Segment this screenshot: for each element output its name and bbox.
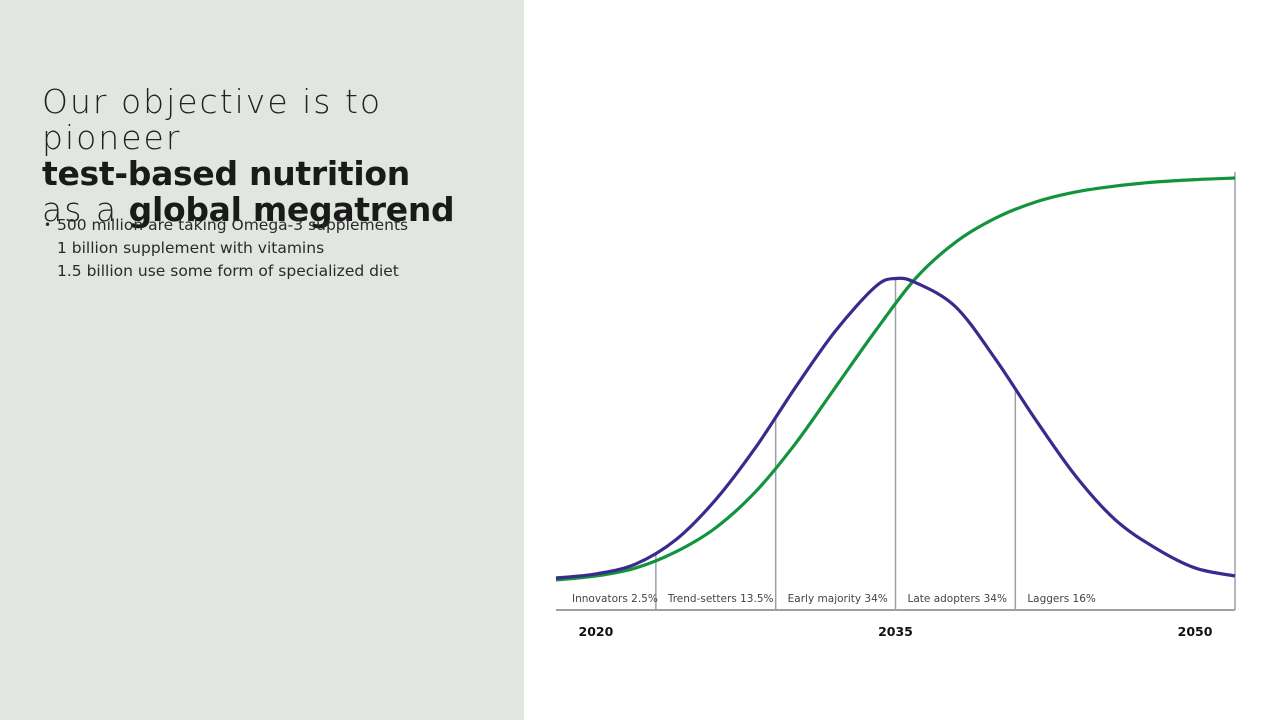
bullet-marker: • [44, 218, 52, 232]
headline-line-2: test-based nutrition [42, 154, 410, 193]
segment-label: Innovators 2.5% [572, 593, 658, 605]
left-panel: Our objective is to pioneer test-based n… [0, 0, 524, 720]
bullet-line-2: 1 billion supplement with vitamins [57, 239, 325, 257]
x-tick-label: 2035 [878, 624, 913, 639]
bullet-list: • 500 million are taking Omega-3 supplem… [44, 214, 504, 283]
x-tick-label: 2020 [579, 624, 614, 639]
segment-label: Laggers 16% [1027, 593, 1096, 605]
bullet-line-3: 1.5 billion use some form of specialized… [57, 262, 399, 280]
segment-label: Trend-setters 13.5% [667, 593, 774, 605]
headline-line-1: Our objective is to pioneer [42, 82, 383, 157]
adoption-chart: Innovators 2.5% Trend-setters 13.5% Early … [555, 172, 1236, 639]
bullet-line-1: 500 million are taking Omega-3 supplemen… [57, 216, 409, 234]
headline-line-3-prefix: as a [42, 190, 119, 229]
segment-label: Early majority 34% [788, 593, 888, 605]
segment-label: Late adopters 34% [908, 593, 1007, 605]
headline: Our objective is to pioneer test-based n… [42, 84, 512, 228]
adoption-bell-curve [555, 276, 1236, 580]
headline-line-3-bold: global megatrend [128, 190, 455, 229]
cumulative-s-curve [555, 176, 1236, 582]
x-tick-label: 2050 [1178, 624, 1213, 639]
